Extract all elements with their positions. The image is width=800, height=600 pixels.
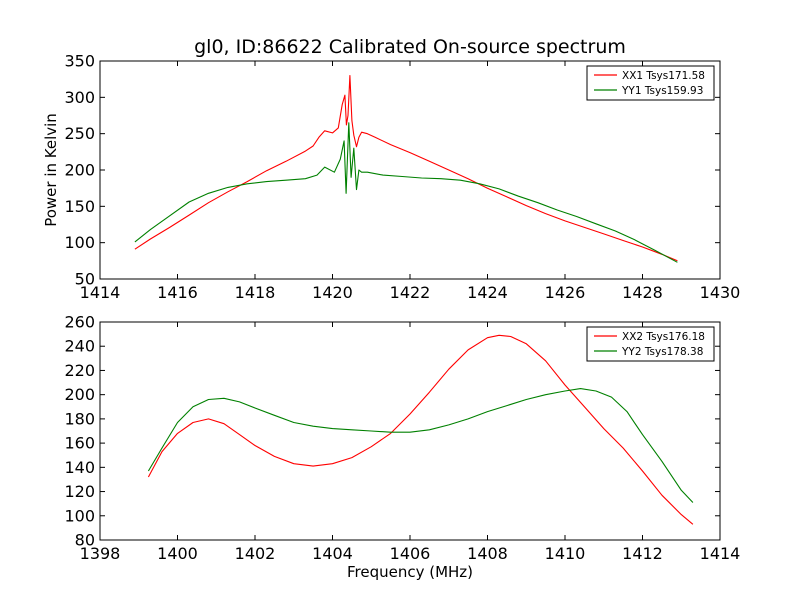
- y-tick-label: 100: [64, 506, 95, 525]
- y-tick-label: 300: [64, 88, 95, 107]
- legend-entry: XX1 Tsys171.58: [622, 70, 705, 82]
- x-tick-label: 1414: [80, 283, 121, 302]
- y-tick-label: 180: [64, 409, 95, 428]
- x-tick-label: 1426: [545, 283, 586, 302]
- y-tick-label: 140: [64, 458, 95, 477]
- x-tick-label: 1418: [235, 283, 276, 302]
- legend: XX2 Tsys176.18 YY2 Tsys178.38: [586, 326, 715, 362]
- x-axis-label: Frequency (MHz): [347, 563, 473, 581]
- x-tick-label: 1416: [157, 283, 198, 302]
- figure-title: gl0, ID:86622 Calibrated On-source spect…: [194, 36, 626, 58]
- series-line-xx: [134, 74, 678, 262]
- x-tick-label: 1412: [622, 544, 663, 563]
- y-tick-label: 100: [64, 233, 95, 252]
- y-tick-label: 120: [64, 482, 95, 501]
- y-tick-label: 260: [64, 313, 95, 332]
- x-tick-label: 1420: [312, 283, 353, 302]
- y-tick-label: 220: [64, 361, 95, 380]
- y-tick-label: 350: [64, 52, 95, 71]
- x-tick-label: 1422: [390, 283, 431, 302]
- x-tick-label: 1402: [235, 544, 276, 563]
- x-tick-label: 1414: [700, 544, 741, 563]
- legend-box: [586, 326, 715, 362]
- y-tick-label: 160: [64, 434, 95, 453]
- x-tick-label: 1428: [622, 283, 663, 302]
- y-tick-label: 80: [75, 531, 95, 550]
- series-line-yy: [134, 122, 678, 263]
- x-tick-label: 1424: [467, 283, 508, 302]
- x-tick-label: 1398: [80, 544, 121, 563]
- legend-box: [586, 65, 715, 101]
- series-line-yy: [147, 388, 694, 503]
- legend-entry: YY2 Tsys178.38: [621, 346, 703, 358]
- x-tick-label: 1410: [545, 544, 586, 563]
- x-tick-label: 1408: [467, 544, 508, 563]
- x-tick-label: 1430: [700, 283, 741, 302]
- series-line-xx: [147, 334, 694, 525]
- y-tick-label: 150: [64, 197, 95, 216]
- x-tick-label: 1404: [312, 544, 353, 563]
- legend: XX1 Tsys171.58 YY1 Tsys159.93: [586, 65, 715, 101]
- top-spectrum-panel: 1414 1416 1418 1420 1422 1424 1426 1428 1430 50 10…: [42, 52, 740, 303]
- legend-entry: YY1 Tsys159.93: [621, 85, 703, 97]
- x-tick-label: 1400: [157, 544, 198, 563]
- y-tick-label: 50: [75, 270, 95, 289]
- legend-entry: XX2 Tsys176.18: [622, 331, 705, 343]
- y-axis-label: Power in Kelvin: [42, 113, 60, 227]
- y-tick-label: 240: [64, 337, 95, 356]
- y-tick-label: 200: [64, 385, 95, 404]
- x-tick-label: 1406: [390, 544, 431, 563]
- y-tick-label: 200: [64, 161, 95, 180]
- y-tick-label: 250: [64, 124, 95, 143]
- bottom-spectrum-panel: 1398 1400 1402 1404 1406 1408 1410 1412 1414 80 10…: [64, 313, 740, 564]
